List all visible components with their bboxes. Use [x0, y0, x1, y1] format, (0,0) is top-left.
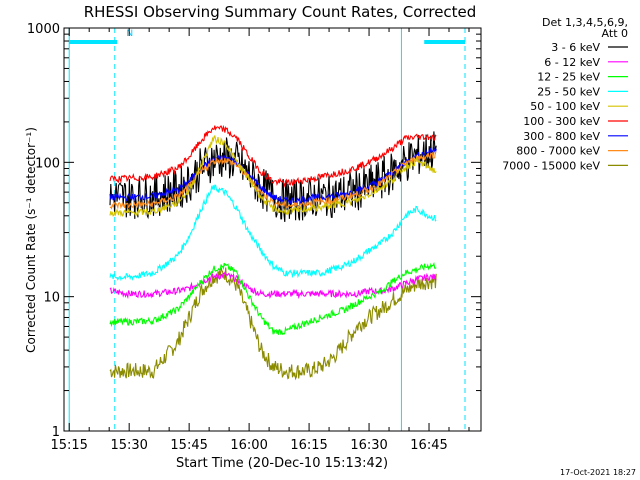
legend-header-0: Det 1,3,4,5,6,9, — [542, 16, 628, 29]
x-tick-label-5: 16:30 — [350, 438, 387, 453]
legend: Det 1,3,4,5,6,9,Att 03 - 6 keV 6 - 12 keV… — [502, 16, 628, 172]
night-bar-0 — [69, 40, 118, 44]
series-line-1 — [109, 270, 437, 300]
legend-label-0: 3 - 6 keV — [551, 41, 600, 54]
footer-timestamp: 17-Oct-2021 18:27 — [560, 468, 636, 477]
y-axis-label: Corrected Count Rate (s⁻¹ detector⁻¹) — [24, 127, 38, 353]
series-line-8 — [109, 267, 437, 381]
series-line-5 — [109, 124, 437, 189]
legend-label-2: 12 - 25 keV — [537, 71, 600, 84]
x-tick-label-4: 16:15 — [290, 438, 327, 453]
x-tick-label-1: 15:30 — [110, 438, 147, 453]
legend-label-6: 300 - 800 keV — [523, 130, 600, 143]
annotation-0: N — [126, 29, 133, 39]
legend-label-4: 50 - 100 keV — [530, 100, 600, 113]
series-line-7 — [109, 150, 437, 210]
series-line-4 — [109, 134, 437, 217]
plot-frame — [63, 27, 482, 432]
series-line-6 — [109, 146, 437, 206]
y-tick-label-2: 100 — [35, 156, 60, 171]
series-line-2 — [109, 261, 437, 336]
chart-title: RHESSI Observing Summary Count Rates, Co… — [84, 3, 477, 21]
legend-label-7: 800 - 7000 keV — [516, 145, 600, 158]
night-bar-1 — [424, 40, 466, 44]
legend-label-3: 25 - 50 keV — [537, 85, 600, 98]
x-axis-label: Start Time (20-Dec-10 15:13:42) — [176, 456, 388, 471]
series-line-3 — [109, 184, 437, 282]
legend-label-5: 100 - 300 keV — [523, 115, 600, 128]
axes: 15:15 15:30 15:45 16:00 16:15 16:30 16:45 1 10 10… — [27, 22, 482, 453]
y-tick-label-3: 1000 — [27, 22, 60, 37]
x-tick-label-6: 16:45 — [410, 438, 447, 453]
y-tick-label-1: 10 — [43, 291, 60, 306]
legend-header-1: Att 0 — [602, 27, 628, 40]
x-tick-label-0: 15:15 — [50, 438, 87, 453]
y-tick-label-0: 1 — [52, 425, 60, 440]
legend-label-1: 6 - 12 keV — [544, 56, 600, 69]
x-tick-label-3: 16:00 — [230, 438, 267, 453]
x-tick-label-2: 15:45 — [170, 438, 207, 453]
plot-area: N — [68, 28, 466, 431]
legend-label-8: 7000 - 15000 keV — [502, 159, 600, 172]
